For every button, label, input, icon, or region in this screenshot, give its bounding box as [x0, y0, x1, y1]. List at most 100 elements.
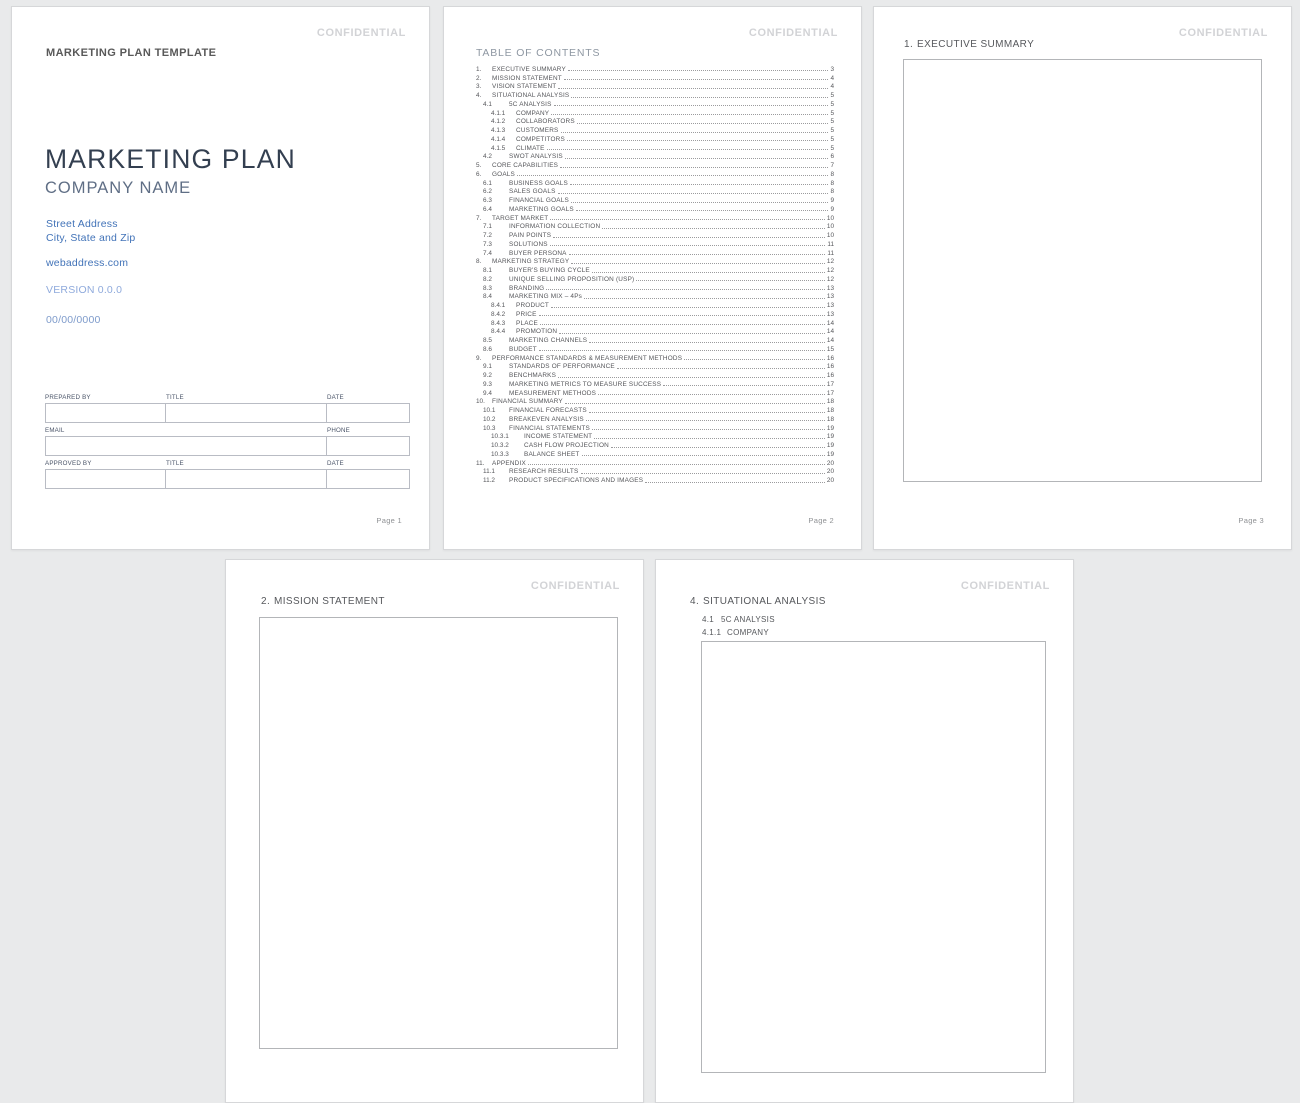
date-label: 00/00/0000: [46, 314, 101, 326]
form-field-input[interactable]: [45, 436, 327, 456]
toc-entry-label: MARKETING MIX – 4Ps: [509, 293, 583, 301]
toc-entry-number: 10.3.1: [491, 433, 509, 441]
toc-entry: 6.2 SALES GOALS 8: [483, 187, 834, 195]
subsection-heading: 4.1 5C ANALYSIS: [702, 615, 775, 624]
toc-entry-label: BREAKEVEN ANALYSIS: [509, 415, 584, 423]
toc-entry-label: MARKETING GOALS: [509, 205, 574, 213]
toc-entry: 7. TARGET MARKET 10: [476, 213, 834, 222]
toc-entry: 4. SITUATIONAL ANALYSIS 5: [476, 90, 834, 99]
form-field-input[interactable]: [326, 436, 410, 456]
subsection-number: 4.1: [702, 615, 715, 624]
toc-entry-page: 13: [826, 293, 834, 301]
toc-entry-label: BALANCE SHEET: [524, 450, 580, 458]
confidential-watermark: CONFIDENTIAL: [748, 27, 838, 39]
form-field: PREPARED BY: [45, 394, 166, 423]
toc-entry-number: 10.3: [483, 424, 496, 432]
toc-entry-page: 20: [826, 468, 834, 476]
toc-entry-number: 8.5: [483, 337, 492, 344]
toc-entry: 1. EXECUTIVE SUMMARY 3: [476, 64, 834, 73]
toc-entry: 11.2 PRODUCT SPECIFICATIONS AND IMAGES 20: [483, 475, 834, 484]
toc-entry: 10.3.1 INCOME STATEMENT 19: [491, 432, 834, 441]
form-field-label: APPROVED BY: [45, 460, 92, 467]
toc-entry: 6.3 FINANCIAL GOALS 9: [483, 195, 834, 204]
toc-entry-page: 19: [826, 450, 834, 458]
page-4-mission-statement: CONFIDENTIAL 2. MISSION STATEMENT: [225, 559, 644, 1103]
form-field-input[interactable]: [326, 403, 410, 423]
section-heading: 1. EXECUTIVE SUMMARY: [904, 39, 1034, 50]
toc-dot-leader: [553, 105, 829, 107]
toc-entry-label: VISION STATEMENT: [492, 83, 557, 91]
form-field-input[interactable]: [45, 469, 166, 489]
toc-entry-page: 13: [826, 302, 834, 309]
toc-entry-label: BENCHMARKS: [509, 372, 557, 379]
form-field: TITLE: [165, 460, 327, 489]
toc-entry-number: 8.: [476, 258, 482, 266]
toc-entry-page: 6: [830, 153, 834, 161]
form-field-input[interactable]: [45, 403, 166, 423]
toc-dot-leader: [684, 359, 825, 360]
address-line-2: City, State and Zip: [46, 232, 136, 244]
signoff-form: PREPARED BY TITLE DATE EMAIL PHONE APPROVED B…: [45, 394, 410, 489]
content-placeholder-box[interactable]: [903, 59, 1262, 482]
toc-entry: 9.1 STANDARDS OF PERFORMANCE 16: [483, 362, 834, 370]
toc-entry-page: 13: [826, 284, 834, 292]
toc-entry: 10.3.3 BALANCE SHEET 19: [491, 449, 834, 458]
toc-dot-leader: [594, 437, 825, 439]
toc-entry-label: COLLABORATORS: [516, 118, 575, 126]
toc-entry-page: 19: [826, 433, 834, 441]
toc-entry: 9.3 MARKETING METRICS TO MEASURE SUCCESS 1…: [483, 379, 834, 388]
content-placeholder-box[interactable]: [701, 641, 1046, 1073]
form-row: APPROVED BY TITLE DATE: [45, 460, 410, 489]
toc-entry-label: PRODUCT: [516, 302, 549, 309]
toc-entry: 10.3 FINANCIAL STATEMENTS 19: [483, 423, 834, 432]
toc-dot-leader: [645, 481, 825, 483]
toc-entry-page: 18: [826, 407, 834, 414]
toc-entry-label: BUYER PERSONA: [509, 249, 567, 257]
content-placeholder-box[interactable]: [259, 617, 618, 1049]
form-field-input[interactable]: [326, 469, 410, 489]
form-field-input[interactable]: [165, 403, 327, 423]
toc-dot-leader: [551, 306, 825, 308]
toc-entry: 10. FINANCIAL SUMMARY 18: [476, 397, 834, 405]
toc-entry: 9. PERFORMANCE STANDARDS & MEASUREMENT ME…: [476, 353, 834, 362]
toc-entry-label: MEASUREMENT METHODS: [509, 389, 597, 397]
toc-entry-label: RESEARCH RESULTS: [509, 468, 579, 476]
form-field-input[interactable]: [165, 469, 327, 489]
toc-dot-leader: [581, 455, 825, 457]
toc-entry: 9.4 MEASUREMENT METHODS 17: [483, 388, 834, 397]
toc-entry-number: 7.1: [483, 223, 492, 231]
toc-entry-number: 9.2: [483, 372, 492, 379]
toc-dot-leader: [598, 394, 825, 395]
subsection-number: 4.1.1: [702, 628, 722, 637]
form-field: APPROVED BY: [45, 460, 166, 489]
toc-entry-number: 11.1: [483, 468, 495, 476]
toc-entry: 5. CORE CAPABILITIES 7: [476, 160, 834, 169]
toc-entry-label: COMPANY: [516, 109, 550, 117]
toc-entry-label: EXECUTIVE SUMMARY: [492, 65, 566, 73]
toc-entry: 10.2 BREAKEVEN ANALYSIS 18: [483, 414, 834, 423]
toc-entry-label: MISSION STATEMENT: [492, 74, 562, 82]
toc-entry-number: 8.4.4: [491, 328, 506, 336]
form-field-label: DATE: [327, 394, 344, 401]
toc-entry-page: 16: [826, 354, 834, 362]
confidential-watermark: CONFIDENTIAL: [316, 27, 406, 39]
toc-entry-number: 4.1.5: [491, 144, 506, 152]
toc-entry-number: 5.: [476, 162, 482, 169]
toc-entry: 8.3 BRANDING 13: [483, 283, 834, 292]
form-field-label: EMAIL: [45, 427, 65, 434]
form-row: PREPARED BY TITLE DATE: [45, 394, 410, 423]
toc-entry-number: 9.4: [483, 389, 492, 397]
toc-entry-page: 14: [826, 337, 834, 344]
version-label: VERSION 0.0.0: [46, 284, 123, 296]
toc-entry-label: BUYER'S BUYING CYCLE: [509, 267, 590, 274]
toc-dot-leader: [569, 184, 829, 185]
toc-entry-label: MARKETING METRICS TO MEASURE SUCCESS: [509, 380, 662, 388]
section-heading: 4. SITUATIONAL ANALYSIS: [690, 596, 826, 607]
form-field-label: DATE: [327, 460, 344, 467]
toc-dot-leader: [560, 131, 829, 133]
toc-entry-page: 19: [826, 442, 834, 449]
toc-entry-label: APPENDIX: [492, 459, 526, 467]
toc-entry-page: 5: [830, 144, 834, 152]
toc-entry-number: 4.1.2: [491, 118, 506, 126]
toc-entry-number: 9.3: [483, 380, 492, 388]
